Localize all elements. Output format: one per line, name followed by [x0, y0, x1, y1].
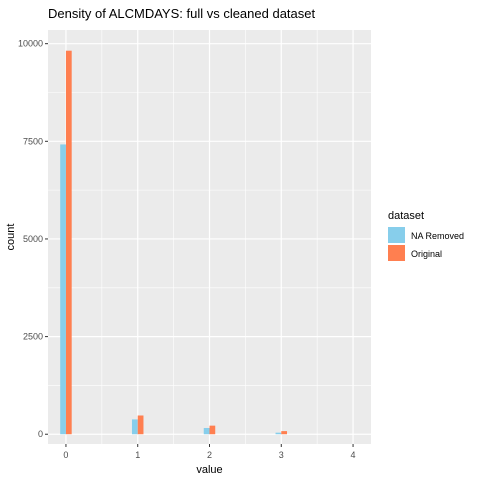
- y-tick-label: 0: [38, 429, 43, 439]
- bar: [275, 432, 282, 435]
- bar: [60, 144, 66, 435]
- legend-title: dataset: [388, 210, 424, 222]
- bar: [137, 415, 144, 435]
- bar: [203, 427, 210, 435]
- legend-label-na-removed: NA Removed: [411, 231, 464, 241]
- y-axis-label: count: [5, 224, 17, 251]
- y-tick-label: 2500: [23, 332, 43, 342]
- chart-title: Density of ALCMDAYS: full vs cleaned dat…: [48, 6, 315, 21]
- bar: [209, 425, 216, 435]
- x-axis-label: value: [196, 464, 222, 476]
- y-tick-label: 5000: [23, 234, 43, 244]
- x-tick-label: 4: [351, 450, 356, 460]
- legend-key-original: [388, 245, 405, 261]
- legend-label-original: Original: [411, 249, 442, 259]
- bar: [131, 419, 138, 435]
- bar: [281, 431, 288, 435]
- x-tick-label: 0: [63, 450, 68, 460]
- bar: [65, 50, 72, 435]
- y-tick-label: 10000: [18, 39, 43, 49]
- legend-key-na-removed: [388, 227, 405, 243]
- bars: [60, 50, 288, 435]
- x-tick-label: 1: [135, 450, 140, 460]
- legend: dataset NA Removed Original: [388, 210, 464, 261]
- y-tick-label: 7500: [23, 136, 43, 146]
- axes: 0 2500 5000 7500 10000 0 1 2 3 4: [18, 39, 356, 460]
- x-tick-label: 3: [279, 450, 284, 460]
- x-tick-label: 2: [207, 450, 212, 460]
